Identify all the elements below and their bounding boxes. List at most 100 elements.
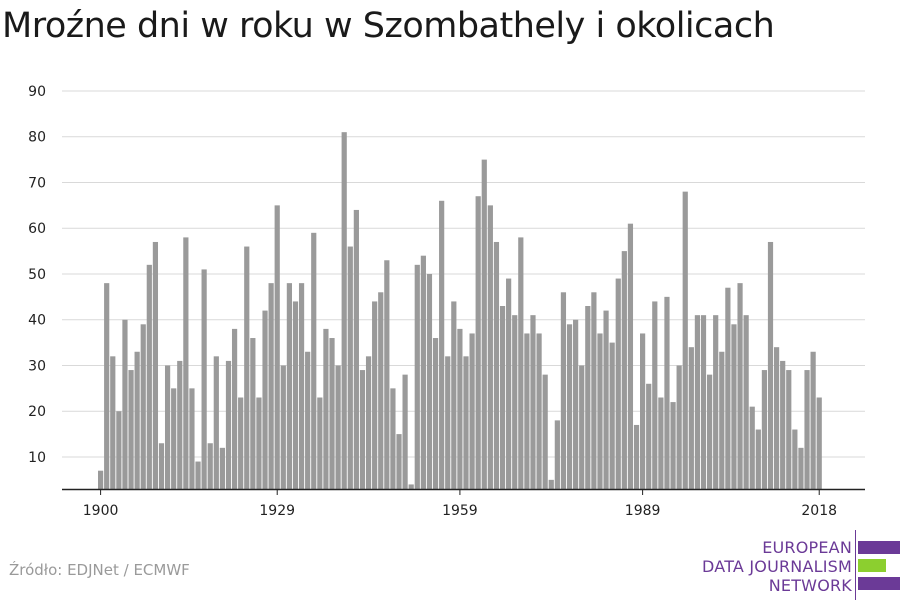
bar-year-1975 [554, 420, 560, 489]
bar-year-1956 [439, 200, 445, 490]
bar-year-1957 [445, 356, 451, 489]
bar-year-1970 [524, 333, 530, 489]
bar-year-1942 [353, 209, 359, 489]
bar-year-1960 [463, 356, 469, 489]
bar-year-2015 [798, 447, 804, 489]
bar-year-1934 [305, 351, 311, 489]
bar-year-2000 [707, 374, 713, 489]
bar-year-1943 [359, 370, 366, 489]
bar-year-1980 [585, 306, 591, 489]
x-tick-label: 2018 [801, 503, 837, 519]
bar-year-1911 [164, 365, 171, 489]
y-tick-label: 70 [28, 175, 46, 191]
bar-year-1900 [98, 470, 104, 489]
bar-year-1977 [566, 324, 573, 489]
bar-year-1940 [341, 132, 347, 490]
bar-year-1929 [274, 205, 280, 489]
bar-year-2001 [713, 315, 719, 489]
bar-year-1958 [451, 301, 457, 489]
y-tick-label: 10 [28, 450, 46, 466]
bar-year-1987 [627, 223, 634, 490]
y-tick-label: 80 [28, 130, 46, 146]
bar-year-1912 [171, 388, 177, 489]
bar-year-1916 [195, 461, 201, 489]
logo-purple-bar-bottom [858, 577, 900, 590]
bar-year-1973 [542, 374, 548, 489]
bar-year-1909 [152, 241, 159, 489]
bar-year-1927 [262, 310, 268, 489]
edjnet-logo: EUROPEAN DATA JOURNALISM NETWORK [700, 530, 900, 600]
bar-year-1903 [116, 411, 122, 489]
bar-year-2003 [725, 287, 731, 489]
bar-year-1959 [457, 328, 463, 489]
bar-year-1983 [603, 310, 609, 489]
bar-year-1918 [207, 443, 213, 489]
logo-green-bar [858, 559, 886, 572]
bar-year-1947 [384, 260, 390, 489]
x-tick-label: 1989 [625, 503, 661, 519]
bar-year-2011 [773, 347, 780, 489]
bar-year-2006 [743, 315, 749, 489]
bar-year-1944 [365, 356, 372, 489]
bar-year-1989 [640, 333, 646, 489]
bar-year-1963 [481, 159, 487, 489]
bar-year-1901 [104, 283, 110, 489]
bar-year-1953 [420, 255, 426, 489]
x-tick-label: 1900 [83, 503, 119, 519]
bar-year-1933 [298, 283, 305, 489]
bar-year-1967 [506, 278, 512, 489]
bar-year-2004 [731, 324, 737, 489]
bar-year-1954 [426, 273, 433, 489]
bar-year-1993 [664, 296, 670, 489]
logo-divider [855, 530, 856, 600]
bar-year-1939 [335, 365, 341, 489]
bar-year-1972 [536, 333, 542, 489]
bar-year-2018 [816, 397, 822, 489]
bar-year-2002 [719, 351, 725, 489]
y-tick-label: 50 [28, 267, 46, 283]
bar-year-1926 [256, 397, 262, 489]
bar-year-1908 [146, 264, 152, 489]
bar-year-1952 [414, 264, 420, 489]
bar-year-1925 [250, 338, 256, 489]
bar-year-1964 [487, 205, 493, 489]
bar-year-1991 [652, 301, 658, 489]
bar-year-1910 [158, 443, 165, 489]
bar-year-1935 [311, 232, 317, 489]
y-tick-label: 90 [28, 84, 46, 100]
bar-year-2007 [749, 406, 755, 489]
bar-year-2014 [792, 429, 798, 489]
x-tick-label: 1929 [259, 503, 295, 519]
bar-year-1996 [682, 191, 688, 489]
bar-year-1917 [201, 269, 207, 489]
bar-year-1922 [231, 328, 238, 489]
bar-year-1961 [469, 333, 475, 489]
bar-year-1915 [189, 388, 195, 489]
bar-year-1949 [396, 434, 402, 489]
bar-year-1974 [548, 479, 554, 489]
bar-year-1950 [402, 374, 408, 489]
bar-year-1969 [518, 237, 524, 489]
y-tick-label: 40 [28, 313, 46, 329]
chart-title: Mroźne dni w roku w Szombathely i okolic… [2, 6, 775, 46]
bar-year-1941 [347, 246, 353, 489]
bar-year-1986 [621, 251, 627, 489]
bar-year-1979 [579, 365, 585, 489]
bar-year-1913 [177, 360, 183, 489]
bar-year-1962 [475, 196, 481, 489]
y-tick-label: 20 [28, 404, 46, 420]
bar-year-1932 [292, 301, 299, 489]
bar-year-1994 [670, 402, 676, 489]
bar-year-1978 [573, 319, 579, 489]
bar-year-1981 [591, 292, 597, 489]
logo-line-2: DATA JOURNALISM [702, 557, 852, 576]
bar-year-1930 [280, 365, 286, 489]
logo-purple-bar-top [858, 541, 900, 554]
bar-year-2009 [761, 370, 768, 489]
bar-year-1919 [213, 356, 219, 489]
bar-year-1985 [615, 278, 621, 489]
bar-year-1955 [432, 338, 439, 489]
y-tick-label: 30 [28, 358, 46, 374]
bar-year-2013 [786, 370, 792, 489]
logo-line-3: NETWORK [768, 576, 852, 595]
